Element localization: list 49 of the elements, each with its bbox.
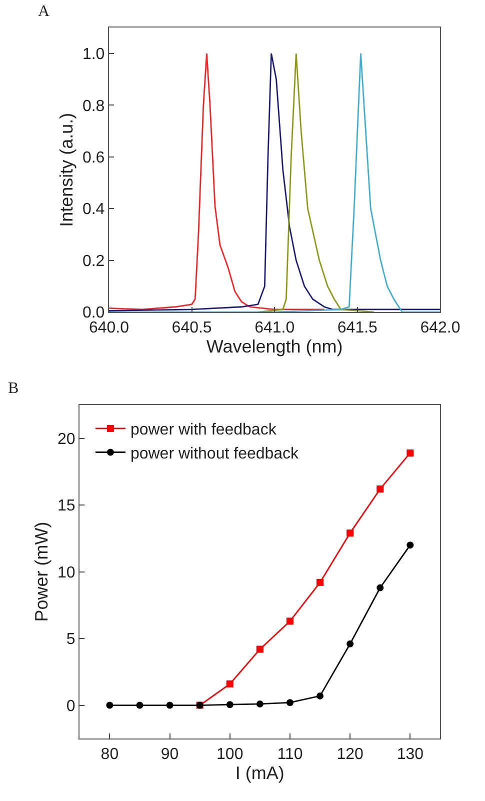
point	[226, 680, 234, 688]
x-tick-label: 100	[216, 746, 244, 763]
point	[376, 485, 384, 492]
chart-title: A	[38, 3, 50, 20]
x-tick-label: 110	[277, 746, 303, 763]
point	[406, 542, 414, 549]
legend-label: power without feedback	[130, 445, 300, 462]
point	[286, 699, 294, 706]
line-series	[109, 52, 325, 310]
x-tick-label: 90	[160, 746, 179, 763]
point	[226, 701, 234, 708]
point	[406, 449, 414, 456]
x-tick-label: 130	[396, 746, 424, 763]
point	[376, 584, 384, 592]
y-tick-label: 0.0	[82, 304, 105, 322]
line-series	[257, 52, 375, 312]
x-axis-title: I (mA)	[235, 763, 284, 784]
x-tick-label: 80	[100, 746, 119, 763]
point	[166, 702, 174, 709]
point	[286, 618, 294, 625]
y-tick-label: 1.0	[82, 46, 105, 64]
point	[256, 700, 264, 708]
x-tick-label: 642.0	[420, 319, 460, 336]
x-tick-label: 641.5	[337, 319, 378, 336]
y-tick-label: 5	[66, 631, 76, 648]
y-tick-label: 0.2	[82, 252, 105, 270]
legend-label: power with feedback	[130, 422, 278, 439]
y-tick-label: 0.8	[82, 98, 105, 115]
x-tick-label: 640.5	[172, 319, 212, 336]
y-tick-label: 0.6	[82, 150, 105, 167]
y-tick-label: 15	[58, 498, 76, 515]
chart-title: B	[8, 380, 19, 397]
point	[106, 702, 114, 709]
x-axis-title: Wavelength (nm)	[206, 336, 343, 356]
y-axis-title: Power (mW)	[32, 522, 52, 622]
y-tick-label: 0.4	[82, 201, 105, 218]
x-tick-label: 641.0	[254, 319, 295, 336]
y-tick-label: 10	[58, 564, 76, 582]
point	[256, 646, 264, 653]
point	[316, 692, 324, 700]
point	[346, 530, 354, 537]
x-tick-label: 640.0	[88, 319, 130, 336]
y-tick-label: 20	[58, 430, 76, 448]
y-axis-title: Intensity (a.u.)	[56, 112, 77, 227]
y-tick-label: 0	[66, 698, 76, 715]
point	[316, 578, 324, 586]
point	[136, 702, 144, 709]
point	[346, 640, 354, 648]
x-tick-label: 120	[336, 746, 364, 763]
